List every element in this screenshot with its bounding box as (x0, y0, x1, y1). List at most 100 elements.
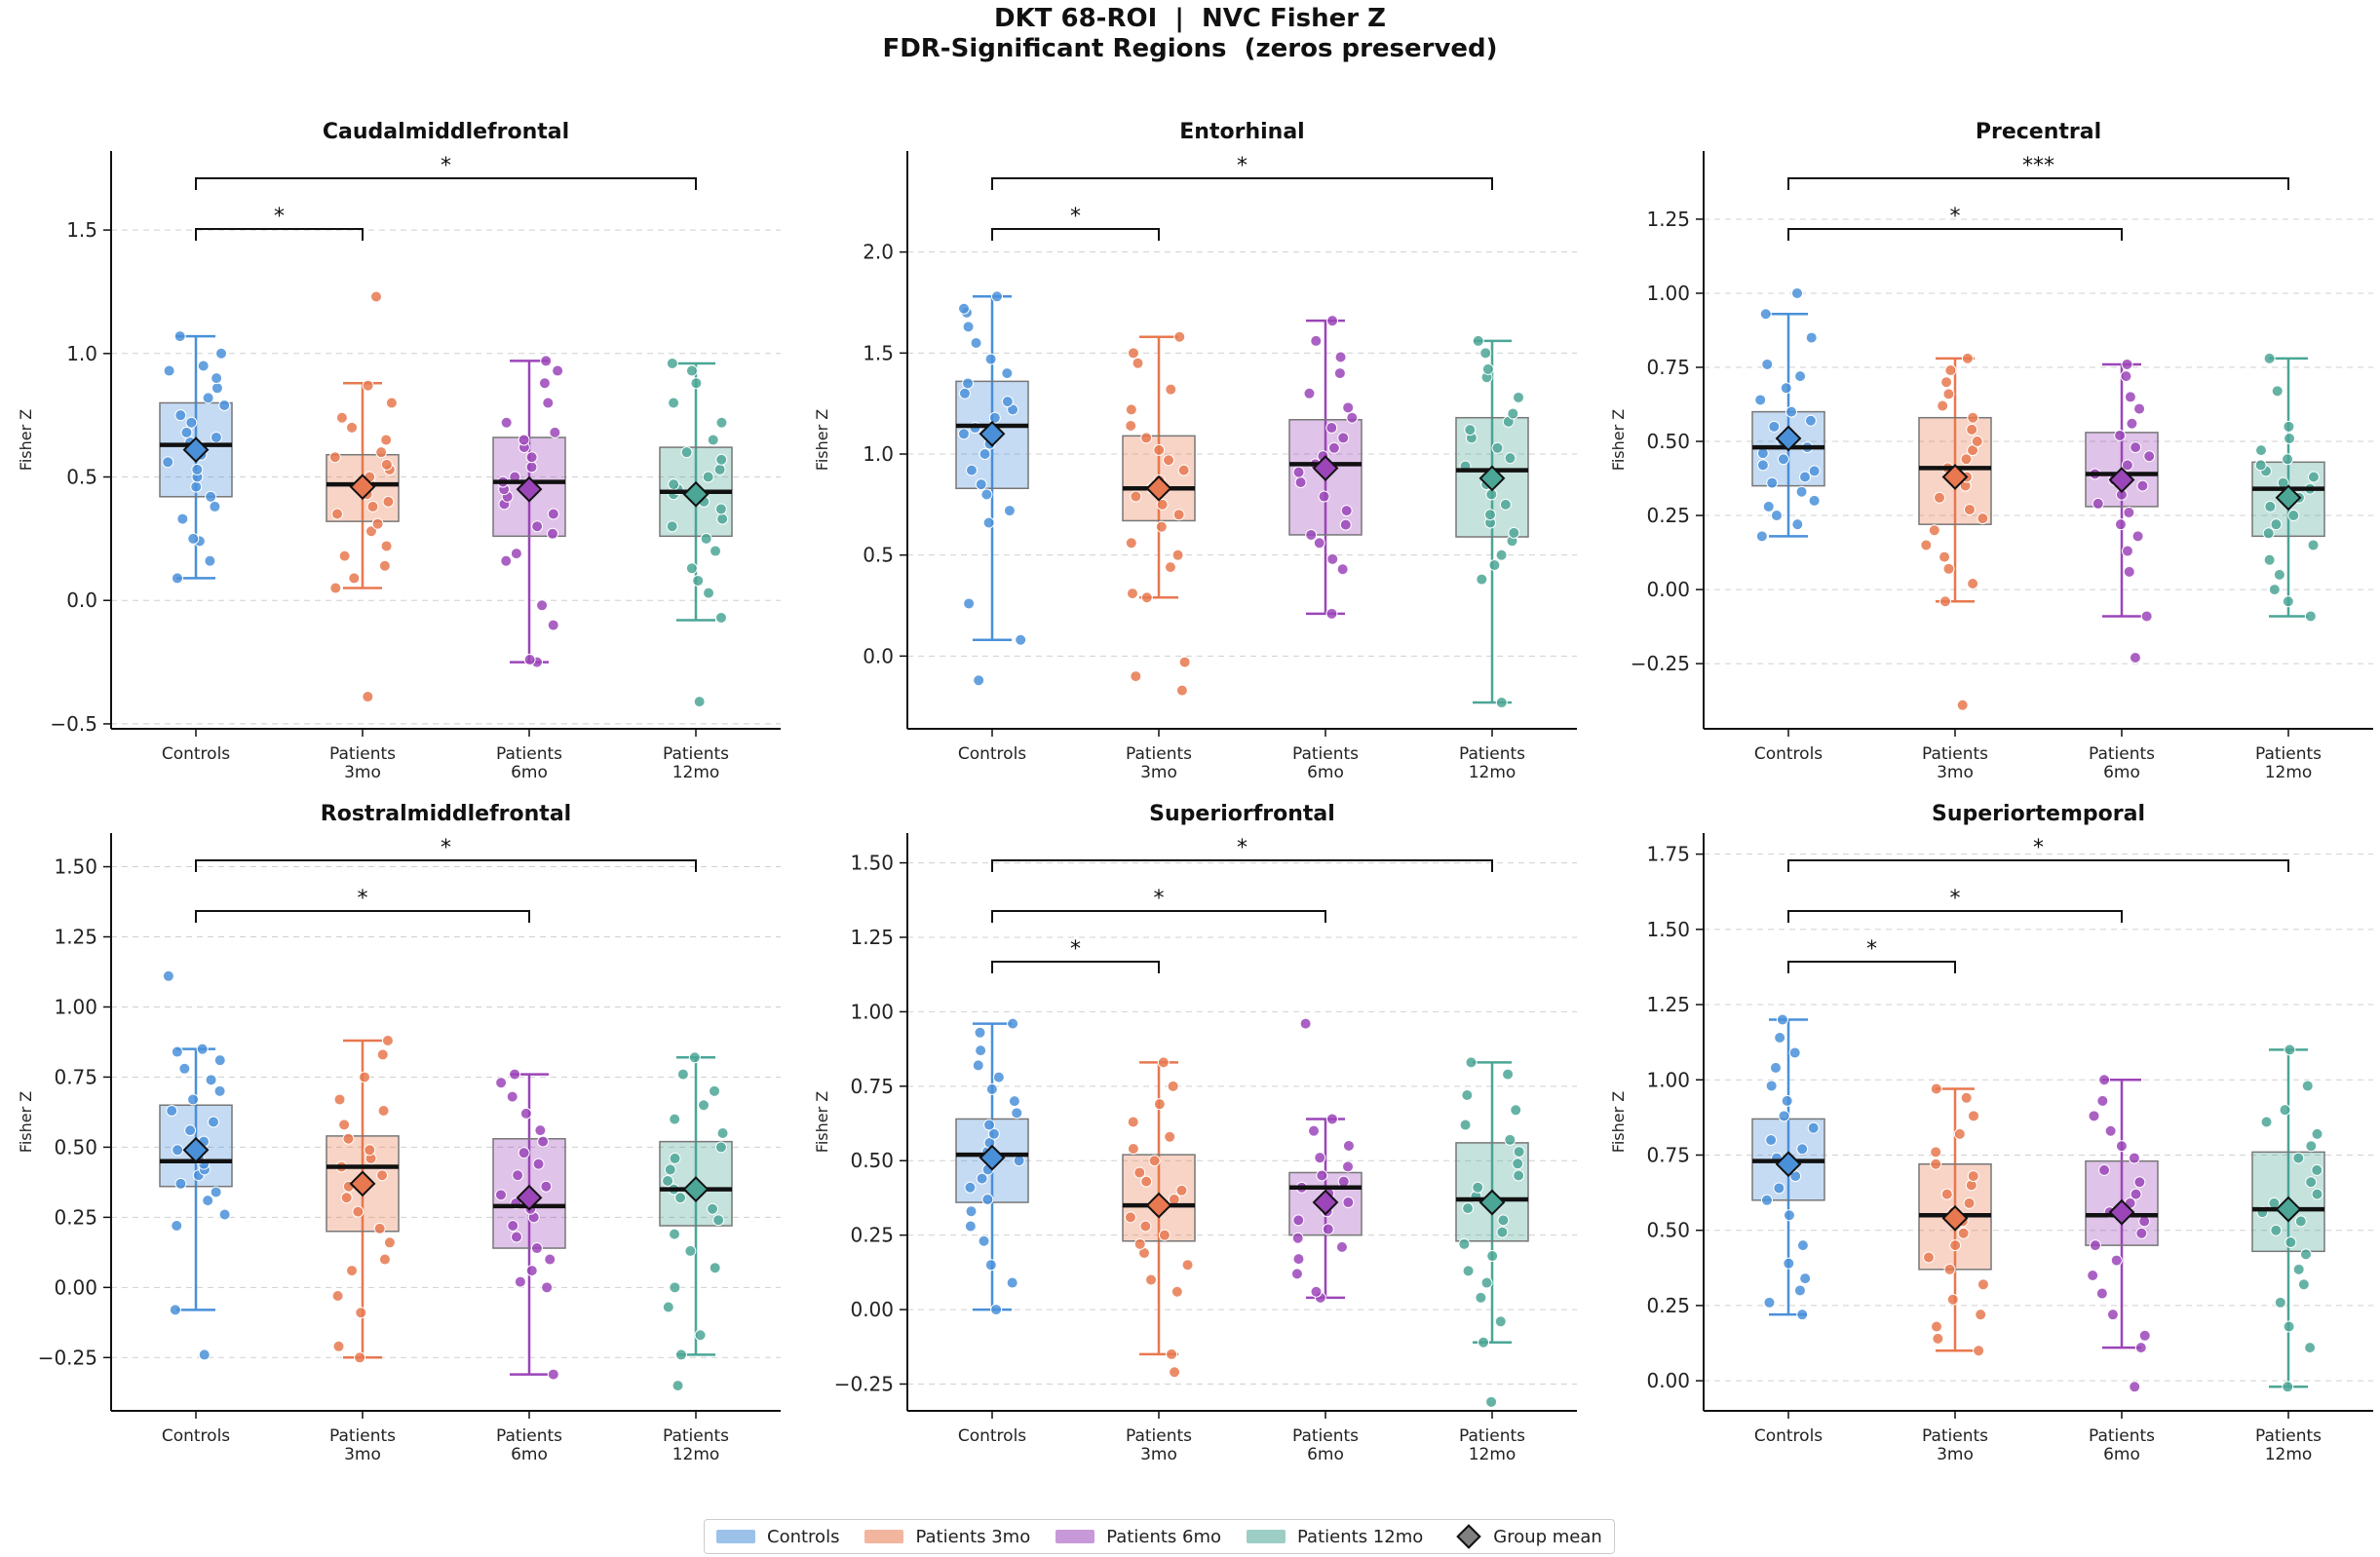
box-controls (955, 1017, 1029, 1316)
data-point (1973, 1345, 1985, 1357)
x-tick-label-patients-3mo: Patients 3mo (329, 744, 396, 782)
data-point (1790, 286, 1803, 299)
data-point (1804, 414, 1817, 427)
significance-bracket: * (1787, 836, 2289, 872)
data-point (1967, 411, 1979, 424)
data-point (1313, 537, 1325, 550)
data-point (540, 1180, 553, 1193)
data-point (669, 1152, 681, 1164)
box-controls (1751, 1013, 1825, 1321)
data-point (362, 691, 374, 703)
box-patients-3mo (1918, 352, 1992, 711)
data-point (162, 969, 174, 982)
data-point (1145, 1273, 1158, 1286)
data-point (364, 1144, 376, 1157)
data-point (382, 495, 395, 508)
data-point (532, 1158, 545, 1170)
data-point (1478, 1336, 1490, 1348)
data-point (2123, 507, 2135, 519)
data-point (1504, 452, 1516, 465)
data-point (163, 364, 175, 377)
data-point (2311, 1163, 2323, 1176)
significance-stars: * (1237, 154, 1248, 178)
data-point (378, 1253, 391, 1266)
significance-bracket: * (1787, 887, 2123, 923)
data-point (523, 654, 536, 666)
mean-diamond (682, 1176, 710, 1203)
data-point (1755, 530, 1768, 543)
data-point (537, 1135, 550, 1148)
data-point (1760, 1194, 1773, 1206)
data-point (1342, 1139, 1355, 1152)
data-point (354, 1351, 366, 1364)
data-point (2307, 539, 2320, 551)
data-point (518, 1147, 530, 1159)
data-point (380, 458, 393, 471)
y-tick-label: 0.50 (54, 1135, 97, 1158)
significance-stars: * (1950, 205, 1961, 229)
mean-diamond (1478, 465, 1506, 492)
data-point (1326, 315, 1339, 327)
mean-diamond (682, 480, 710, 508)
bracket-line (1787, 859, 2289, 872)
data-point (542, 397, 555, 409)
data-point (171, 1045, 183, 1058)
data-point (2129, 1381, 2141, 1393)
data-point (1762, 500, 1775, 513)
y-tick-label: 2.0 (863, 241, 894, 264)
legend-label-patients-6mo: Patients 6mo (1106, 1526, 1222, 1547)
data-point (2130, 1188, 2142, 1200)
data-point (716, 1127, 729, 1140)
legend-swatch-patients-3mo (864, 1530, 904, 1543)
data-point (1001, 367, 1014, 380)
bracket-line (195, 859, 697, 872)
data-point (1458, 1237, 1471, 1250)
box-patients-3mo (326, 1035, 400, 1364)
data-point (957, 428, 970, 440)
data-point (210, 1186, 222, 1198)
data-point (1011, 1107, 1023, 1120)
data-point (1513, 1146, 1525, 1158)
legend-entry-patients-12mo: Patients 12mo (1247, 1527, 1423, 1547)
data-point (2133, 1176, 2146, 1189)
data-point (1769, 1061, 1782, 1074)
bracket-line (991, 910, 1326, 923)
data-point (1292, 466, 1305, 478)
data-point (2126, 417, 2138, 430)
figure-title-line2: FDR-Significant Regions (zeros preserved… (882, 34, 1498, 63)
data-point (1127, 1143, 1139, 1156)
data-point (1157, 1056, 1170, 1069)
bracket-line (991, 961, 1160, 973)
data-point (1465, 1056, 1478, 1069)
data-point (2098, 1074, 2111, 1086)
data-point (1132, 357, 1144, 369)
box-patients-3mo (326, 290, 400, 703)
y-tick-label: 1.0 (863, 442, 894, 466)
data-point (1502, 1068, 1515, 1081)
data-point (1504, 1133, 1516, 1146)
data-point (1763, 1296, 1776, 1309)
data-point (1495, 697, 1508, 709)
data-point (1140, 432, 1153, 444)
data-point (373, 1222, 386, 1234)
data-point (530, 1242, 543, 1255)
box-patients-12mo (659, 1051, 733, 1392)
significance-stars: * (358, 887, 368, 911)
data-point (1977, 1278, 1989, 1291)
data-point (1346, 411, 1359, 424)
data-point (383, 1236, 396, 1249)
bracket-line (1787, 910, 2123, 923)
significance-bracket: * (991, 154, 1493, 190)
data-point (1975, 1309, 1987, 1321)
bracket-line (1787, 228, 2123, 241)
data-point (958, 302, 971, 315)
data-point (213, 1054, 226, 1067)
data-point (1001, 396, 1014, 408)
data-point (1943, 1263, 1956, 1275)
data-point (1164, 561, 1176, 574)
data-point (1808, 494, 1821, 507)
data-point (1130, 490, 1142, 503)
mean-diamond (1941, 1204, 1969, 1232)
data-point (693, 696, 706, 708)
data-point (1956, 699, 1969, 711)
